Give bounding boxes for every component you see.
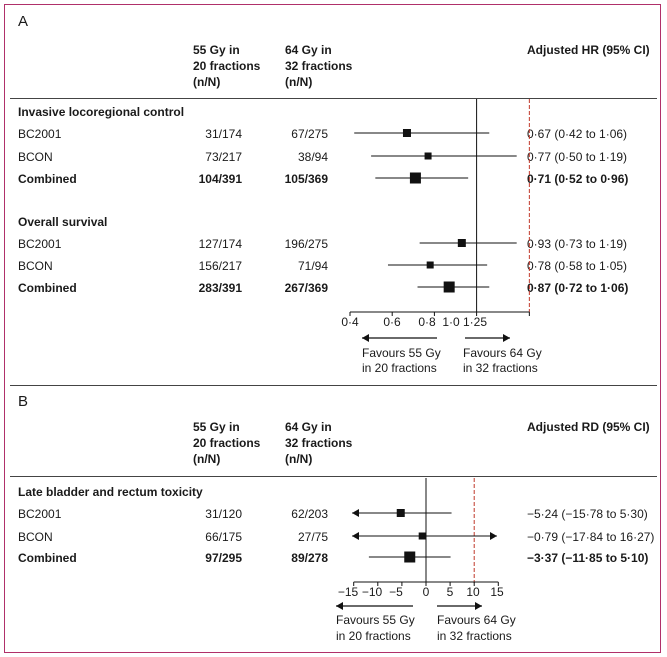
study-label: BCON [18, 530, 53, 544]
n-55gy: 66/175 [205, 530, 242, 544]
effect-text: 0·93 (0·73 to 1·19) [527, 237, 628, 251]
panel-1-point-estimate [418, 532, 426, 540]
panel-1-favours-right-arrowhead [475, 602, 482, 610]
panel-b-favours-left-1: Favours 55 Gy [336, 613, 415, 627]
n-55gy: 104/391 [198, 172, 242, 186]
n-55gy: 97/295 [205, 551, 242, 565]
panel-a-section1-title: Invasive locoregional control [18, 105, 185, 119]
panel-b-header-rule [10, 476, 657, 477]
panel-divider [10, 385, 657, 386]
effect-text: 0·87 (0·72 to 1·06) [527, 281, 629, 295]
effect-text: 0·77 (0·50 to 1·19) [527, 150, 628, 164]
study-label: BC2001 [18, 507, 62, 521]
n-64gy: 62/203 [291, 507, 328, 521]
effect-text: 0·71 (0·52 to 0·96) [527, 172, 629, 186]
axis-b-tick-label: 5 [446, 585, 454, 599]
study-label: BC2001 [18, 127, 62, 141]
panel-b-section1-title: Late bladder and rectum toxicity [18, 485, 203, 499]
panel-1-ci-arrow-left [352, 509, 359, 517]
panel-1-point-estimate [396, 509, 405, 517]
panel-b-favours-left-2: in 20 fractions [336, 629, 411, 643]
n-64gy: 89/278 [291, 551, 328, 565]
axis-b-tick-label: 15 [490, 585, 504, 599]
axis-a-tick-label: 0·8 [418, 315, 436, 329]
panel-a-col1-header-3: (n/N) [193, 75, 221, 89]
effect-text: −5·24 (−15·78 to 5·30) [527, 507, 648, 521]
panel-1-point-estimate [404, 551, 416, 563]
panel-a-favours-right-2: in 32 fractions [463, 361, 538, 375]
panel-0-point-estimate [402, 129, 411, 137]
panel-a-col2-header-1: 64 Gy in [285, 43, 332, 57]
n-64gy: 196/275 [284, 237, 328, 251]
n-64gy: 105/369 [284, 172, 328, 186]
panel-0-favours-left-arrowhead [362, 334, 369, 342]
n-55gy: 31/174 [205, 127, 242, 141]
panel-a-effect-header: Adjusted HR (95% CI) [527, 43, 650, 57]
panel-b-effect-header: Adjusted RD (95% CI) [527, 420, 650, 434]
study-label: BC2001 [18, 237, 62, 251]
panel-b-favours-right-1: Favours 64 Gy [437, 613, 516, 627]
axis-b-tick-label: −5 [389, 585, 403, 599]
axis-a-tick-label: 0·6 [383, 315, 401, 329]
panel-1-favours-left-arrowhead [336, 602, 343, 610]
study-label: BCON [18, 150, 53, 164]
study-label: BCON [18, 259, 53, 273]
study-label: Combined [18, 172, 77, 186]
panel-b-col1-header-1: 55 Gy in [193, 420, 240, 434]
panel-a-col1-header-1: 55 Gy in [193, 43, 240, 57]
axis-a-tick-label: 1·25 [462, 315, 488, 329]
panel-a-label: A [18, 13, 29, 30]
panel-b-label: B [18, 393, 29, 410]
panel-a-col2-header-2: 32 fractions [285, 59, 353, 73]
study-label: Combined [18, 551, 77, 565]
panel-b-col2-header-3: (n/N) [285, 452, 313, 466]
n-64gy: 27/75 [297, 530, 328, 544]
panel-a-favours-left-1: Favours 55 Gy [362, 346, 441, 360]
panel-0-point-estimate [426, 261, 434, 269]
n-55gy: 127/174 [198, 237, 242, 251]
effect-text: −3·37 (−11·85 to 5·10) [527, 551, 649, 565]
n-55gy: 73/217 [205, 150, 242, 164]
panel-0-point-estimate [409, 172, 421, 184]
panel-b-col2-header-2: 32 fractions [285, 436, 353, 450]
panel-b-favours-right-2: in 32 fractions [437, 629, 512, 643]
panel-0-point-estimate [443, 281, 455, 293]
panel-0-favours-right-arrowhead [503, 334, 510, 342]
n-55gy: 156/217 [198, 259, 242, 273]
n-64gy: 71/94 [297, 259, 328, 273]
panel-a-section2-title: Overall survival [18, 215, 108, 229]
n-64gy: 67/275 [291, 127, 328, 141]
panel-0-point-estimate [457, 239, 466, 247]
panel-1-ci-arrow-left [352, 532, 359, 540]
n-55gy: 283/391 [198, 281, 242, 295]
axis-b-tick-label: −15 [337, 585, 359, 599]
axis-b-tick-label: 10 [466, 585, 480, 599]
axis-a-tick-label: 1·0 [442, 315, 460, 329]
panel-b-col1-header-2: 20 fractions [193, 436, 261, 450]
n-55gy: 31/120 [205, 507, 242, 521]
panel-a-col2-header-3: (n/N) [285, 75, 313, 89]
n-64gy: 267/369 [284, 281, 328, 295]
figure-frame [4, 4, 661, 653]
panel-a-favours-left-2: in 20 fractions [362, 361, 437, 375]
panel-a-header-rule [10, 98, 657, 99]
panel-0-point-estimate [424, 152, 432, 160]
effect-text: −0·79 (−17·84 to 16·27) [527, 530, 655, 544]
panel-a-col1-header-2: 20 fractions [193, 59, 261, 73]
panel-b-col1-header-3: (n/N) [193, 452, 221, 466]
panel-1-ci-arrow-right [490, 532, 497, 540]
study-label: Combined [18, 281, 77, 295]
axis-b-tick-label: 0 [422, 585, 430, 599]
axis-a-tick-label: 0·4 [341, 315, 359, 329]
n-64gy: 38/94 [297, 150, 328, 164]
panel-b-col2-header-1: 64 Gy in [285, 420, 332, 434]
panel-a-favours-right-1: Favours 64 Gy [463, 346, 542, 360]
effect-text: 0·78 (0·58 to 1·05) [527, 259, 628, 273]
effect-text: 0·67 (0·42 to 1·06) [527, 127, 628, 141]
axis-b-tick-label: −10 [361, 585, 383, 599]
